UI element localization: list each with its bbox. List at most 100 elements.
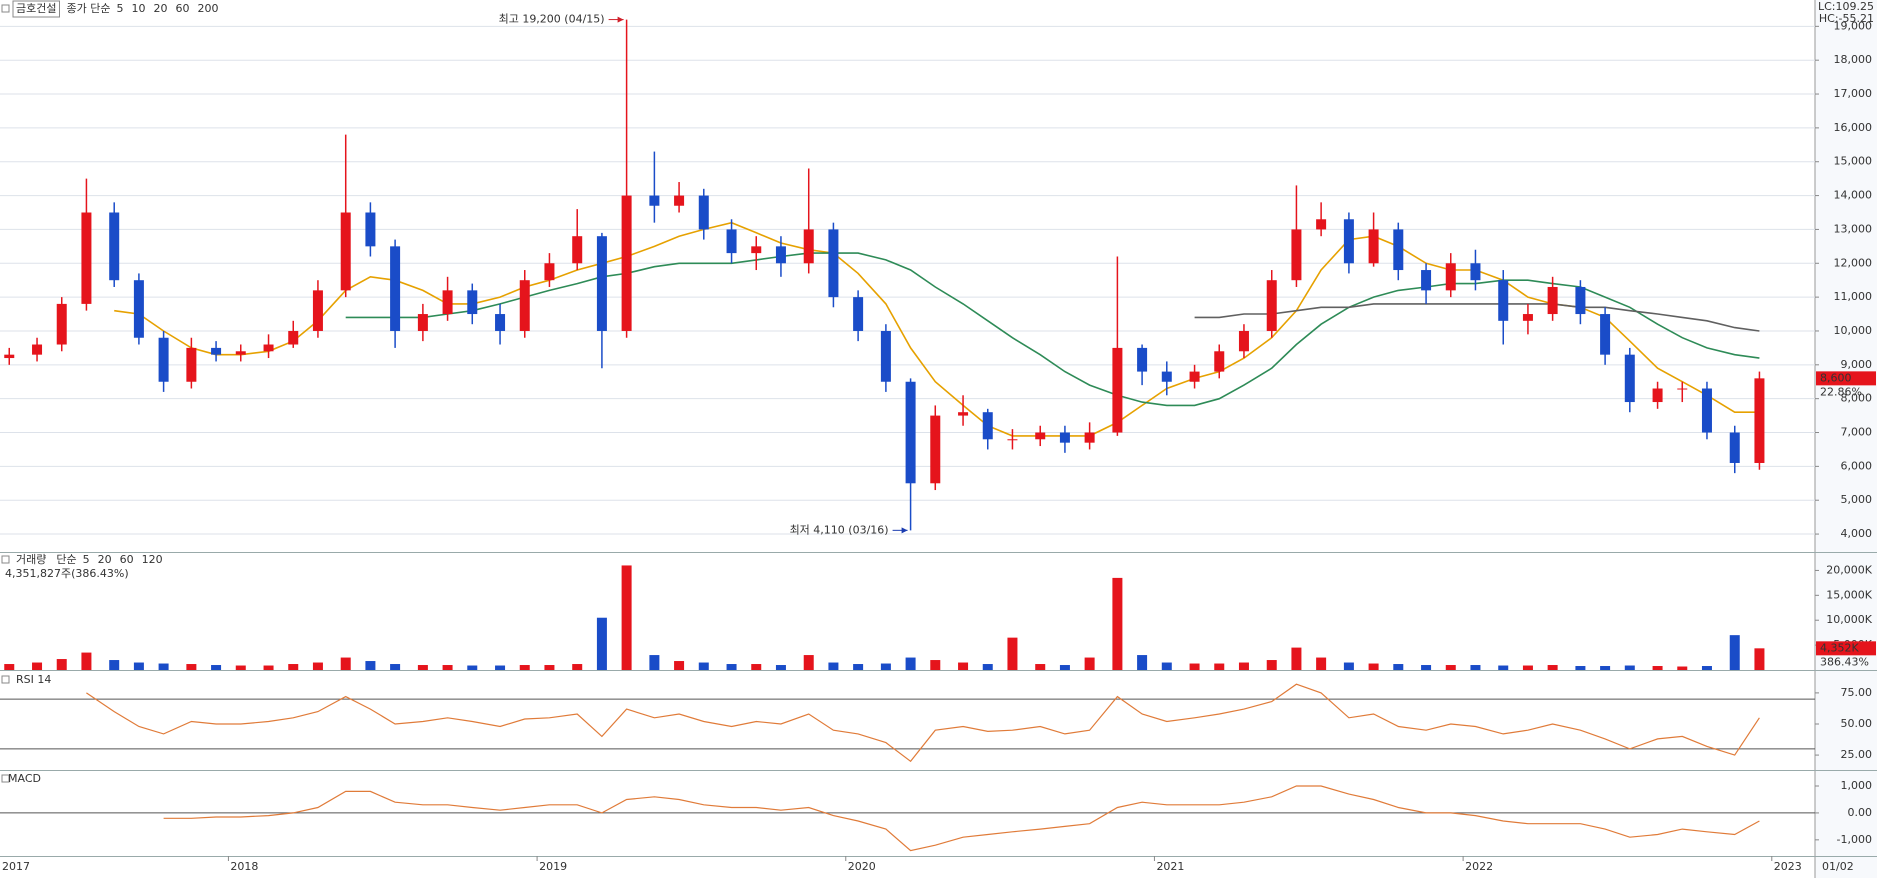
x-tick-label: 2018 bbox=[230, 860, 258, 873]
indicator-label: LC:109.25 bbox=[1818, 0, 1874, 13]
y-tick-label: 5,000 bbox=[1841, 493, 1873, 506]
candle-body bbox=[726, 229, 737, 254]
candle-body bbox=[930, 415, 941, 484]
volume-bar bbox=[133, 662, 144, 670]
candle-body bbox=[1291, 229, 1302, 281]
candle-body bbox=[81, 212, 92, 304]
candle-body bbox=[905, 381, 916, 484]
volume-bar bbox=[1368, 663, 1379, 670]
annotation-arrowhead bbox=[901, 527, 908, 534]
candle-body bbox=[1498, 280, 1509, 321]
candle-body bbox=[1266, 280, 1277, 331]
annotation: 최저 4,110 (03/16) bbox=[790, 523, 889, 536]
candle-body bbox=[828, 229, 839, 298]
candle-body bbox=[1007, 439, 1018, 441]
indicator-line bbox=[163, 785, 1760, 852]
legend-item: 10 bbox=[131, 2, 145, 15]
volume-bar bbox=[56, 659, 67, 670]
legend-label: 단순 bbox=[56, 553, 76, 566]
candle-body bbox=[649, 195, 660, 206]
volume-bar bbox=[621, 565, 632, 670]
y-tick-label: 8,000 bbox=[1841, 392, 1873, 405]
candle-body bbox=[365, 212, 376, 247]
candle-body bbox=[880, 330, 891, 382]
x-end-label: 01/02 bbox=[1822, 860, 1854, 873]
volume-bar bbox=[751, 664, 762, 670]
candle-body bbox=[1522, 314, 1533, 321]
volume-bar bbox=[1189, 663, 1200, 670]
indicator-label: HC:-55.21 bbox=[1819, 12, 1874, 25]
y-tick-label: 0.00 bbox=[1848, 806, 1873, 819]
volume-bar bbox=[235, 665, 246, 670]
right-axis-area bbox=[1815, 0, 1877, 878]
y-tick-label: 12,000 bbox=[1834, 256, 1873, 269]
volume-bar bbox=[1729, 635, 1740, 670]
y-tick-label: 75.00 bbox=[1841, 686, 1873, 699]
candle-body bbox=[775, 246, 786, 264]
candle-body bbox=[519, 280, 530, 331]
volume-bar bbox=[880, 663, 891, 670]
candle-body bbox=[1393, 229, 1404, 271]
x-tick-label: 2021 bbox=[1156, 860, 1184, 873]
volume-bar bbox=[698, 662, 709, 670]
legend-checkbox bbox=[1, 555, 10, 564]
panel-title: 금호건설 bbox=[16, 2, 56, 15]
panel-title: 거래량 bbox=[16, 553, 46, 566]
indicator-line bbox=[86, 683, 1760, 763]
volume-bar bbox=[158, 663, 169, 670]
volume-bar bbox=[930, 660, 941, 670]
candle-body bbox=[1421, 270, 1432, 291]
moving-average bbox=[1194, 303, 1760, 332]
volume-bar bbox=[519, 665, 530, 670]
legend-item: 60 bbox=[120, 553, 134, 566]
volume-bar bbox=[288, 664, 299, 670]
volume-bar bbox=[1600, 666, 1611, 670]
candle-body bbox=[1368, 229, 1379, 264]
candle-body bbox=[4, 354, 15, 359]
volume-bar bbox=[1343, 662, 1354, 670]
candle-body bbox=[1575, 286, 1586, 315]
candle-body bbox=[288, 330, 299, 345]
volume-bar bbox=[1498, 665, 1509, 670]
y-tick-label: 4,000 bbox=[1841, 527, 1873, 540]
candle-body bbox=[312, 290, 323, 331]
volume-bar bbox=[417, 665, 428, 670]
volume-bar bbox=[853, 664, 864, 670]
volume-bar bbox=[1547, 665, 1558, 670]
panel-title: MACD bbox=[8, 772, 41, 785]
volume-summary: 4,351,827주(386.43%) bbox=[5, 567, 129, 580]
legend-label: 종가 단순 bbox=[66, 2, 110, 15]
candle-body bbox=[1729, 432, 1740, 463]
candle-body bbox=[1112, 347, 1123, 433]
volume-bar bbox=[775, 665, 786, 670]
x-start-label: 2017 bbox=[2, 860, 30, 873]
price-change: 22.86% bbox=[1820, 385, 1862, 398]
price-tag bbox=[1816, 371, 1876, 386]
candle-body bbox=[803, 229, 814, 264]
y-tick-label: 17,000 bbox=[1834, 87, 1873, 100]
y-tick-label: -1,000 bbox=[1837, 833, 1872, 846]
annotation-arrowhead bbox=[617, 16, 624, 23]
x-tick-label: 2019 bbox=[539, 860, 567, 873]
candle-body bbox=[442, 290, 453, 315]
candle-body bbox=[596, 236, 607, 331]
y-tick-label: 13,000 bbox=[1834, 222, 1873, 235]
y-tick-label: 15,000 bbox=[1834, 155, 1873, 168]
volume-bar bbox=[1575, 666, 1586, 670]
candle-body bbox=[1677, 388, 1688, 390]
legend-item: 120 bbox=[142, 553, 163, 566]
candle-body bbox=[982, 412, 993, 440]
volume-change: 386.43% bbox=[1820, 655, 1869, 668]
volume-bar bbox=[572, 664, 583, 670]
y-tick-label: 25.00 bbox=[1841, 748, 1873, 761]
volume-bar bbox=[4, 664, 15, 670]
candle-body bbox=[1059, 432, 1070, 443]
volume-bar bbox=[803, 655, 814, 670]
y-tick-label: 6,000 bbox=[1841, 459, 1873, 472]
y-tick-label: 9,000 bbox=[1841, 358, 1873, 371]
y-tick-label: 14,000 bbox=[1834, 189, 1873, 202]
y-tick-label: 15,000K bbox=[1826, 588, 1872, 601]
annotation: 최고 19,200 (04/15) bbox=[499, 13, 605, 26]
volume-tag-label: 4,352K bbox=[1820, 641, 1859, 654]
